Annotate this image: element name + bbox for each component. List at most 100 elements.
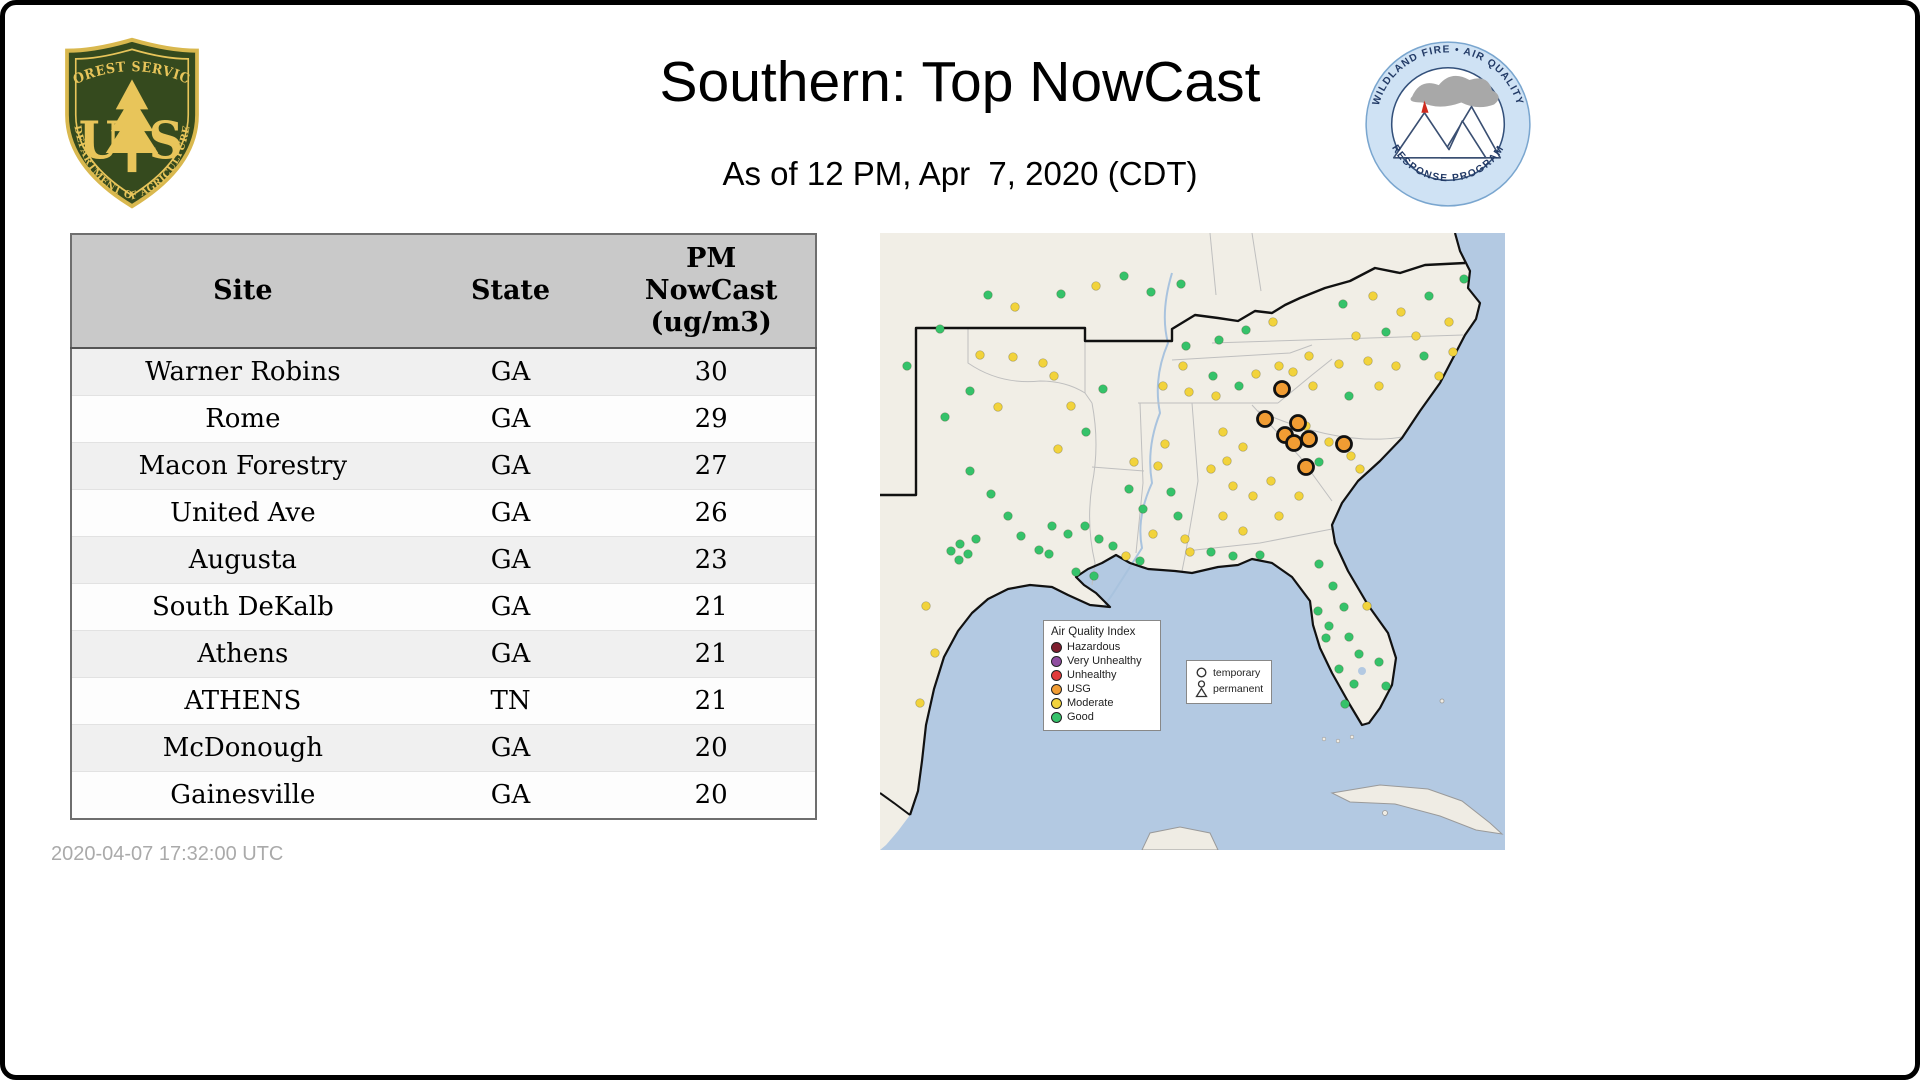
forest-service-logo: FOREST SERVICE U S DEPARTMENT OF AGRICUL…: [57, 33, 199, 209]
marker-legend-row: permanent: [1195, 680, 1263, 698]
monitor-site-dot: [1314, 457, 1324, 467]
monitor-site-dot: [930, 648, 940, 658]
site-cell: Gainesville: [170, 779, 316, 810]
monitor-site-dot: [1338, 299, 1348, 309]
monitor-site-dot: [1047, 521, 1057, 531]
monitor-site-dot: [986, 489, 996, 499]
monitor-site-dot: [1063, 529, 1073, 539]
monitor-site-dot: [1158, 381, 1168, 391]
aqi-color-swatch: [1051, 711, 1062, 723]
monitor-site-dot: [1256, 410, 1274, 428]
marker-legend-row: temporary: [1195, 666, 1263, 679]
monitor-site-dot: [1340, 699, 1350, 709]
table-row: United Ave GA 26: [71, 489, 816, 537]
monitor-site-dot: [1334, 359, 1344, 369]
air-quality-program-logo: WILDLAND FIRE • AIR QUALITY RESPONSE PRO…: [1365, 41, 1531, 207]
monitor-site-dot: [1285, 434, 1303, 452]
monitor-site-dot: [1324, 437, 1334, 447]
aqi-label: Hazardous: [1067, 641, 1121, 653]
monitor-site-dot: [1411, 331, 1421, 341]
monitor-site-dot: [975, 350, 985, 360]
shield-inner-line: [74, 48, 190, 197]
florida-keys: [1321, 734, 1355, 744]
table-row: Warner Robins GA 30: [71, 347, 816, 396]
monitor-site-dot: [1351, 331, 1361, 341]
monitor-site-dot: [1071, 567, 1081, 577]
page-title: Southern: Top NowCast: [659, 50, 1261, 114]
monitor-site-dot: [1328, 581, 1338, 591]
state-borders: [967, 233, 1464, 586]
table-row: Gainesville GA 20: [71, 771, 816, 819]
monitor-site-dot: [1010, 302, 1020, 312]
header-row: Site State PM NowCast (ug/m3): [71, 234, 816, 349]
permanent-marker-icon: [1195, 680, 1208, 698]
pm-value-cell: 21: [694, 685, 728, 716]
monitor-site-dot: [1129, 457, 1139, 467]
table-row: Macon Forestry GA 27: [71, 442, 816, 490]
monitor-site-dot: [1274, 361, 1284, 371]
temporary-marker-icon: [1196, 667, 1207, 678]
monitor-site-dot: [1313, 606, 1323, 616]
monitor-site-dot: [1424, 291, 1434, 301]
monitor-site-dot: [1206, 464, 1216, 474]
monitor-site-dot: [983, 290, 993, 300]
monitor-site-dot: [1180, 534, 1190, 544]
monitor-site-dot: [1080, 521, 1090, 531]
mississippi-river: [1104, 272, 1173, 606]
monitor-site-dot: [1053, 444, 1063, 454]
aqi-color-swatch: [1051, 697, 1062, 709]
aqi-legend-item: Hazardous: [1051, 641, 1153, 653]
monitor-site-dot: [1234, 381, 1244, 391]
coastline: [908, 233, 1482, 816]
monitor-site-dot: [1081, 427, 1091, 437]
aqi-label: Good: [1067, 711, 1094, 723]
monitor-site-dot: [1300, 430, 1318, 448]
monitor-site-dot: [1266, 476, 1276, 486]
monitor-site-dot: [1288, 367, 1298, 377]
state-cell: GA: [490, 497, 531, 528]
monitor-site-dot: [902, 361, 912, 371]
pm-value-cell: 26: [694, 497, 728, 528]
pm-value-cell: 23: [694, 544, 728, 575]
monitor-site-dot: [1248, 491, 1258, 501]
monitor-site-dot: [1294, 491, 1304, 501]
site-cell: McDonough: [162, 732, 323, 763]
monitor-site-dot: [1314, 559, 1324, 569]
table-row: ATHENS TN 21: [71, 677, 816, 725]
monitor-site-dot: [1218, 427, 1228, 437]
aqi-color-swatch: [1051, 641, 1062, 653]
site-cell: South DeKalb: [151, 591, 334, 622]
aqi-label: USG: [1067, 683, 1091, 695]
aqi-legend-item: Very Unhealthy: [1051, 655, 1153, 667]
monitor-site-dot: [1003, 511, 1013, 521]
monitor-site-dot: [993, 402, 1003, 412]
column-header-pm-nowcast: PM NowCast (ug/m3): [607, 234, 816, 349]
monitor-site-dot: [965, 466, 975, 476]
monitor-site-dot: [955, 539, 965, 549]
monitor-site-dot: [1185, 547, 1195, 557]
monitor-site-dot: [1091, 281, 1101, 291]
state-cell: GA: [490, 544, 531, 575]
monitor-site-dot: [1434, 371, 1444, 381]
aqi-color-swatch: [1051, 655, 1062, 667]
state-cell: TN: [490, 685, 531, 716]
monitor-site-dot: [1228, 551, 1238, 561]
aqi-color-swatch: [1051, 683, 1062, 695]
monitor-site-dot: [1273, 380, 1291, 398]
monitor-site-dot: [1173, 511, 1183, 521]
monitor-site-dot: [1034, 545, 1044, 555]
site-cell: Rome: [205, 403, 281, 434]
pm-value-cell: 21: [694, 591, 728, 622]
monitor-site-dot: [915, 698, 925, 708]
rio-grande-border: [880, 792, 911, 816]
monitor-site-dot: [1374, 381, 1384, 391]
monitor-site-dot: [1362, 601, 1372, 611]
aqi-label: Moderate: [1067, 697, 1114, 709]
pine-tree-icon: [105, 79, 159, 173]
site-cell: ATHENS: [184, 685, 302, 716]
table-row: South DeKalb GA 21: [71, 583, 816, 631]
monitor-site-dot: [1094, 534, 1104, 544]
fire-icon: [1421, 100, 1429, 113]
state-cell: GA: [490, 450, 531, 481]
monitor-site-dot: [963, 549, 973, 559]
